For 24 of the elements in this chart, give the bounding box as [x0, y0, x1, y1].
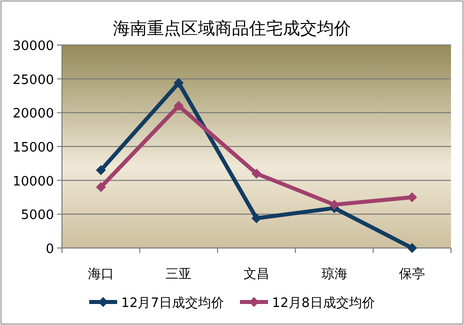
y-tick-label: 5000 [20, 208, 54, 224]
legend-label: 12月8日成交均价 [272, 295, 375, 311]
point [407, 243, 418, 253]
point [174, 78, 184, 88]
point [252, 213, 262, 224]
y-tick-label: 30000 [12, 39, 54, 54]
point [96, 182, 106, 192]
x-tick-label: 文昌 [244, 267, 270, 282]
x-tick-label: 琼海 [321, 266, 348, 282]
legend-label: 12月7日成交均价 [121, 295, 224, 311]
x-tick-label: 三亚 [166, 267, 192, 282]
point [407, 192, 418, 202]
x-tick-label: 海口 [88, 267, 114, 282]
point [96, 165, 106, 176]
y-tick-label: 15000 [12, 140, 54, 156]
point [174, 100, 184, 111]
x-tick-label: 保亭 [399, 266, 426, 282]
point [329, 200, 340, 210]
chart-title: 海南重点区域商品住宅成交均价 [113, 19, 351, 39]
y-tick-label: 10000 [12, 174, 54, 190]
point [252, 168, 262, 179]
y-tick-label: 0 [46, 242, 54, 257]
y-tick-label: 25000 [12, 72, 54, 88]
y-tick-label: 20000 [12, 106, 54, 122]
